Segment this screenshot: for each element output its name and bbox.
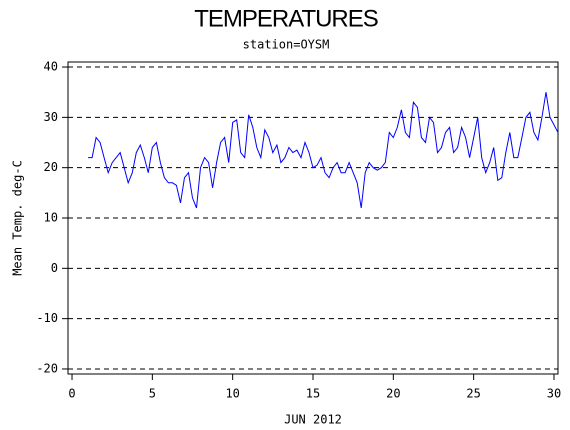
chart-subtitle: station=OYSM	[243, 38, 330, 52]
x-tick-label: 10	[225, 387, 239, 401]
y-tick-label: 20	[44, 160, 58, 174]
x-axis-label: JUN 2012	[284, 413, 342, 427]
chart-title: TEMPERATURES	[194, 5, 378, 32]
x-tick-label: 15	[306, 387, 320, 401]
x-tick-label: 5	[149, 387, 156, 401]
data-line	[88, 92, 559, 209]
x-tick-label: 25	[466, 387, 480, 401]
y-tick-label: -20	[36, 361, 58, 375]
y-tick-label: -10	[36, 311, 58, 325]
x-tick-label: 0	[68, 387, 75, 401]
x-tick-label: 20	[386, 387, 400, 401]
y-axis-label: Mean Temp. deg-C	[11, 160, 25, 276]
y-tick-label: 30	[44, 110, 58, 124]
y-tick-label: 10	[44, 211, 58, 225]
y-tick-label: 0	[51, 261, 58, 275]
y-tick-label: 40	[44, 60, 58, 74]
x-tick-label: 30	[547, 387, 561, 401]
